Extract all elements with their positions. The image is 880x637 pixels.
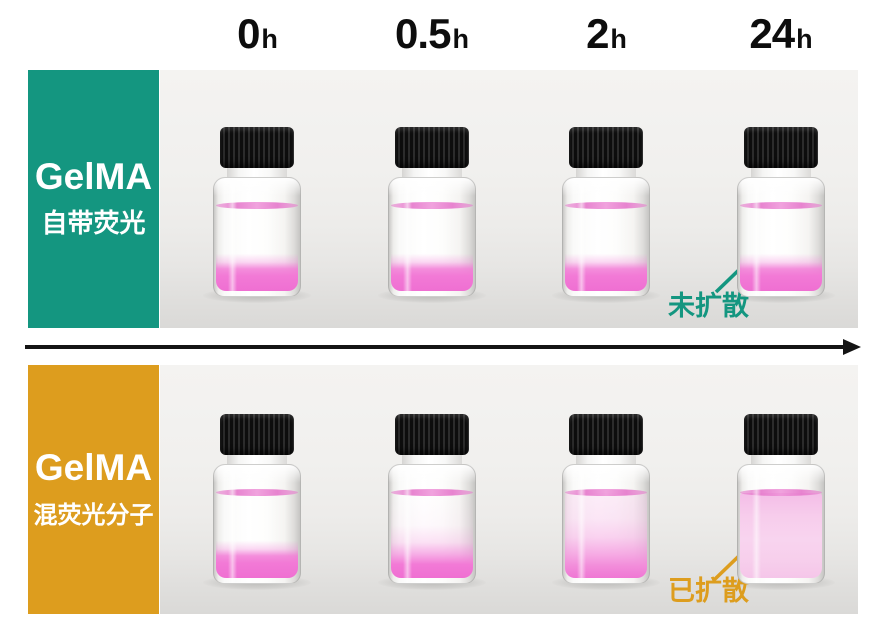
glass-highlight: [577, 465, 587, 583]
time-unit: h: [610, 24, 627, 54]
vial-gelma-mixed-fluorophore-0h: [203, 414, 312, 590]
glass-highlight: [402, 465, 412, 583]
row-subtitle: 混荧光分子: [33, 501, 154, 529]
time-unit: h: [261, 24, 278, 54]
liquid-meniscus: [739, 202, 822, 209]
liquid-meniscus: [565, 489, 648, 496]
vial-body: [213, 177, 302, 297]
glass-highlight: [577, 178, 587, 296]
vial-cap: [743, 414, 818, 455]
annotation-not-diffused: 未扩散: [668, 291, 749, 321]
glass-highlight: [751, 465, 761, 583]
time-unit: h: [796, 24, 813, 54]
vial-body: [213, 464, 302, 584]
vial-body: [562, 464, 651, 584]
vial-body: [387, 177, 476, 297]
row-title: GelMA: [34, 155, 153, 197]
vial-gelma-mixed-fluorophore-24h: [726, 414, 835, 590]
vial-cap: [394, 127, 469, 168]
vial-body: [736, 177, 825, 297]
liquid-meniscus: [390, 489, 473, 496]
vial-cap: [569, 414, 644, 455]
time-value: 2: [586, 10, 609, 57]
liquid-meniscus: [216, 489, 299, 496]
row-subtitle: 自带荧光: [41, 208, 146, 239]
liquid-meniscus: [739, 489, 822, 496]
vial-body: [562, 177, 651, 297]
liquid-meniscus: [565, 202, 648, 209]
annotation-diffused: 已扩散: [668, 576, 749, 606]
photo-strip-gelma-mixed-fluorophore: [160, 365, 858, 614]
time-unit: h: [452, 24, 469, 54]
time-value: 24: [749, 10, 795, 57]
vial-cap: [569, 127, 644, 168]
time-label-24h: 24h: [694, 10, 869, 58]
vial-cap: [220, 414, 295, 455]
time-label-2h: 2h: [519, 10, 694, 58]
liquid-meniscus: [216, 202, 299, 209]
row-label-gelma-mixed-fluorophore: GelMA 混荧光分子: [28, 365, 159, 614]
vial-gelma-auto-fluorescent-2h: [552, 127, 661, 303]
glass-highlight: [228, 178, 238, 296]
timeline-arrow-line: [25, 345, 845, 349]
vial-gelma-mixed-fluorophore-0.5h: [377, 414, 486, 590]
glass-highlight: [228, 465, 238, 583]
vial-cap: [220, 127, 295, 168]
time-value: 0.5: [395, 10, 451, 57]
vial-gelma-mixed-fluorophore-2h: [552, 414, 661, 590]
timeline-arrowhead-icon: [843, 339, 861, 355]
row-label-gelma-auto-fluorescent: GelMA 自带荧光: [28, 70, 159, 328]
vial-cap: [743, 127, 818, 168]
glass-highlight: [751, 178, 761, 296]
time-value: 0: [237, 10, 260, 57]
glass-highlight: [402, 178, 412, 296]
liquid-meniscus: [390, 202, 473, 209]
time-label-0-5h: 0.5h: [345, 10, 520, 58]
vial-body: [736, 464, 825, 584]
photo-strip-gelma-auto-fluorescent: [160, 70, 858, 328]
vial-gelma-auto-fluorescent-24h: [726, 127, 835, 303]
vial-body: [387, 464, 476, 584]
vial-gelma-auto-fluorescent-0.5h: [377, 127, 486, 303]
row-title: GelMA: [34, 447, 153, 489]
time-label-0h: 0h: [170, 10, 345, 58]
vial-cap: [394, 414, 469, 455]
vial-gelma-auto-fluorescent-0h: [203, 127, 312, 303]
